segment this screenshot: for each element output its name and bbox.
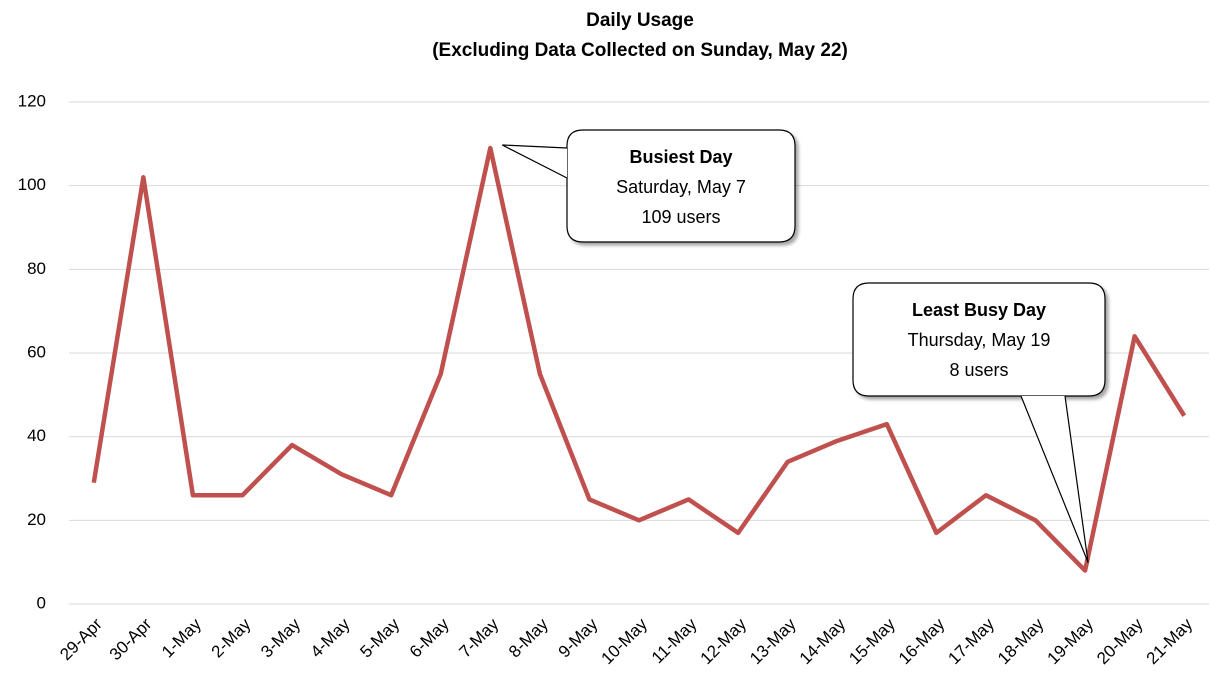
x-tick-label: 4-May	[307, 614, 354, 661]
callout-box	[566, 129, 796, 243]
x-tick-label: 13-May	[746, 614, 800, 668]
callout: Busiest Day Saturday, May 7 109 users	[502, 129, 796, 243]
chart-title: Daily Usage	[586, 10, 694, 31]
x-tick-label: 16-May	[895, 614, 949, 668]
y-tick-label: 20	[27, 510, 46, 529]
x-tick-label: 7-May	[455, 614, 502, 661]
callout-pointer	[1020, 395, 1089, 563]
x-tick-label: 8-May	[505, 614, 552, 661]
x-tick-label: 5-May	[356, 614, 403, 661]
plot	[91, 145, 1187, 573]
x-tick-label: 1-May	[158, 614, 205, 661]
y-tick-label: 100	[18, 175, 46, 194]
x-tick-label: 10-May	[597, 614, 651, 668]
y-tick-label: 120	[18, 91, 46, 110]
annotations: Busiest Day Saturday, May 7 109 users Least…	[502, 129, 1106, 563]
data-line	[91, 145, 1187, 573]
callout-title: Busiest Day	[629, 147, 732, 167]
x-tick-label: 21-May	[1143, 614, 1197, 668]
x-tick-label: 19-May	[1044, 614, 1098, 668]
callout-line: 8 users	[949, 360, 1008, 380]
callout-pointer	[502, 144, 568, 179]
callout-title: Least Busy Day	[912, 300, 1046, 320]
chart-subtitle: (Excluding Data Collected on Sunday, May…	[432, 40, 848, 61]
x-tick-label: 20-May	[1093, 614, 1147, 668]
y-tick-label: 40	[27, 426, 46, 445]
x-tick-label: 17-May	[944, 614, 998, 668]
x-tick-label: 2-May	[208, 614, 255, 661]
x-tick-label: 18-May	[994, 614, 1048, 668]
callout: Least Busy Day Thursday, May 19 8 users	[852, 282, 1106, 563]
y-tick-label: 80	[27, 259, 46, 278]
x-tick-label: 11-May	[648, 614, 701, 667]
callout-box	[852, 282, 1106, 397]
x-tick-label: 30-Apr	[106, 614, 156, 664]
x-tick-label: 12-May	[697, 614, 751, 668]
callout-line: 109 users	[641, 207, 720, 227]
y-tick-label: 60	[27, 342, 46, 361]
x-tick-label: 6-May	[406, 614, 453, 661]
callout-line: Thursday, May 19	[908, 330, 1051, 350]
y-tick-label: 0	[37, 593, 46, 612]
x-tick-label: 29-Apr	[56, 614, 106, 664]
callout-line: Saturday, May 7	[616, 177, 746, 197]
x-tick-label: 15-May	[845, 614, 899, 668]
x-tick-label: 3-May	[257, 614, 304, 661]
x-tick-label: 9-May	[555, 614, 602, 661]
x-tick-label: 14-May	[796, 614, 850, 668]
